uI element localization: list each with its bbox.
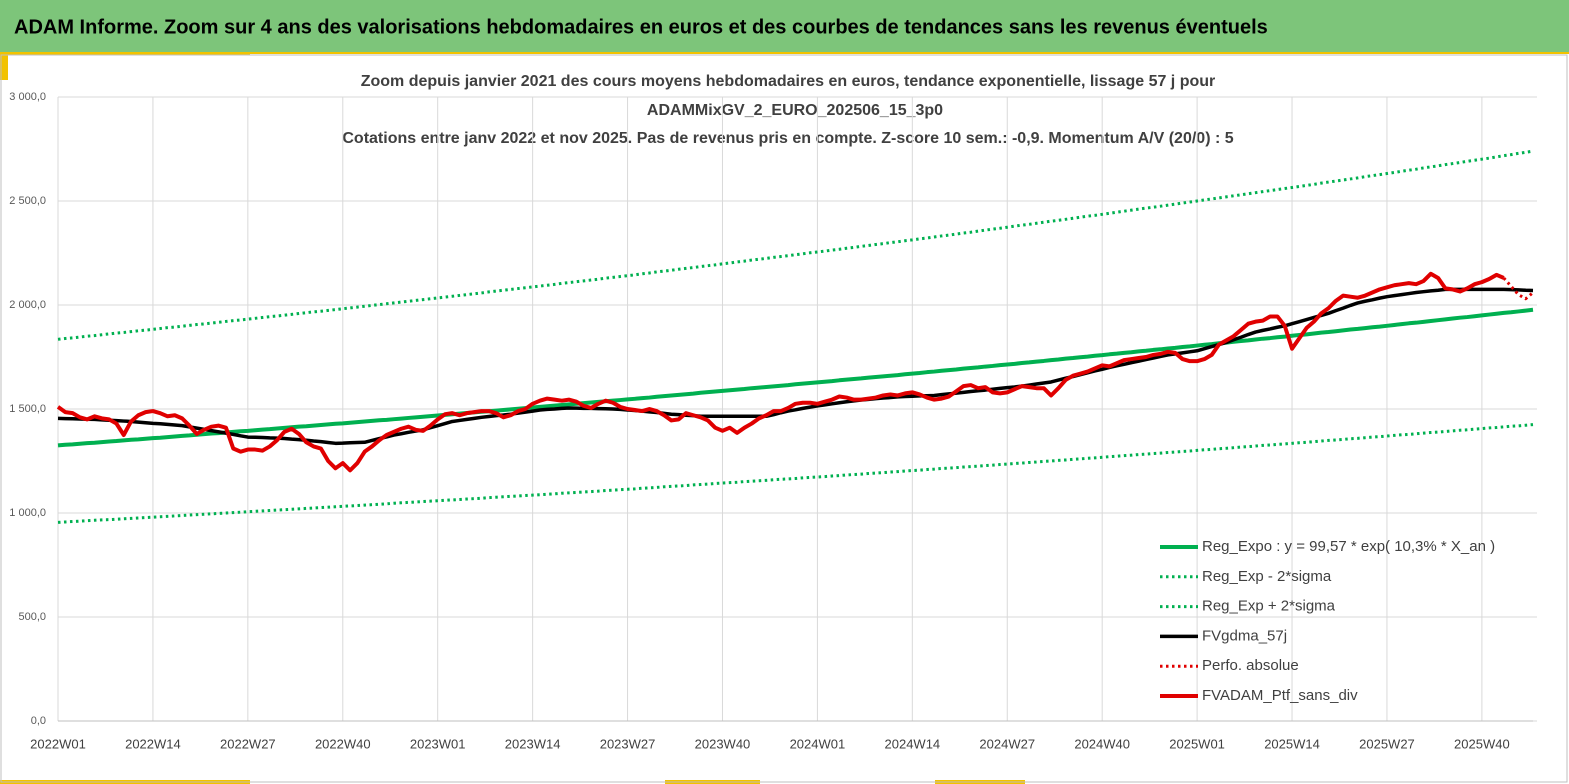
- series-line: [57, 423, 1534, 524]
- banner-underline: [0, 52, 1569, 54]
- banner-title: ADAM Informe. Zoom sur 4 ans des valoris…: [14, 16, 1268, 38]
- chart-border: [0, 54, 1568, 783]
- chart-title: ADAMMixGV_2_EURO_202506_15_3p0: [647, 102, 943, 119]
- x-tick-label: 2025W27: [1359, 736, 1415, 751]
- corner-accent: [0, 52, 8, 80]
- y-tick-label: 1 500,0: [9, 403, 46, 415]
- banner: [0, 0, 1569, 52]
- legend-label: FVADAM_Ptf_sans_div: [1202, 687, 1358, 704]
- legend-label: Reg_Exp - 2*sigma: [1202, 568, 1332, 585]
- legend-label: Reg_Exp + 2*sigma: [1202, 598, 1336, 615]
- series-line: [1502, 276, 1534, 301]
- chart-title: Zoom depuis janvier 2021 des cours moyen…: [361, 73, 1216, 90]
- corner-accent: [0, 52, 250, 55]
- series-line: [57, 149, 1534, 341]
- x-tick-label: 2023W14: [505, 736, 561, 751]
- x-tick-label: 2023W01: [410, 736, 466, 751]
- x-tick-label: 2024W40: [1074, 736, 1130, 751]
- legend-label: Reg_Expo : y = 99,57 * exp( 10,3% * X_an…: [1202, 538, 1495, 555]
- x-tick-label: 2025W01: [1169, 736, 1225, 751]
- legend-label: Perfo. absolue: [1202, 657, 1299, 674]
- y-tick-label: 3 000,0: [9, 91, 46, 103]
- x-tick-label: 2023W40: [695, 736, 751, 751]
- plot-area: [56, 149, 1534, 524]
- x-tick-label: 2022W14: [125, 736, 181, 751]
- y-tick-label: 2 500,0: [9, 195, 46, 207]
- x-tick-label: 2025W14: [1264, 736, 1320, 751]
- x-tick-label: 2024W27: [979, 736, 1035, 751]
- x-tick-label: 2024W01: [790, 736, 846, 751]
- x-tick-label: 2024W14: [885, 736, 941, 751]
- x-tick-label: 2025W40: [1454, 736, 1510, 751]
- x-tick-label: 2022W01: [30, 736, 86, 751]
- series-line: [56, 271, 1505, 473]
- legend: Reg_Expo : y = 99,57 * exp( 10,3% * X_an…: [1160, 538, 1495, 704]
- y-tick-label: 1 000,0: [9, 507, 46, 519]
- y-tick-label: 500,0: [18, 611, 46, 623]
- legend-label: FVgdma_57j: [1202, 627, 1287, 644]
- x-tick-label: 2022W27: [220, 736, 276, 751]
- y-tick-label: 0,0: [31, 715, 46, 727]
- x-tick-label: 2022W40: [315, 736, 371, 751]
- chart-title: Cotations entre janv 2022 et nov 2025. P…: [342, 130, 1233, 147]
- y-tick-label: 2 000,0: [9, 299, 46, 311]
- x-tick-label: 2023W27: [600, 736, 656, 751]
